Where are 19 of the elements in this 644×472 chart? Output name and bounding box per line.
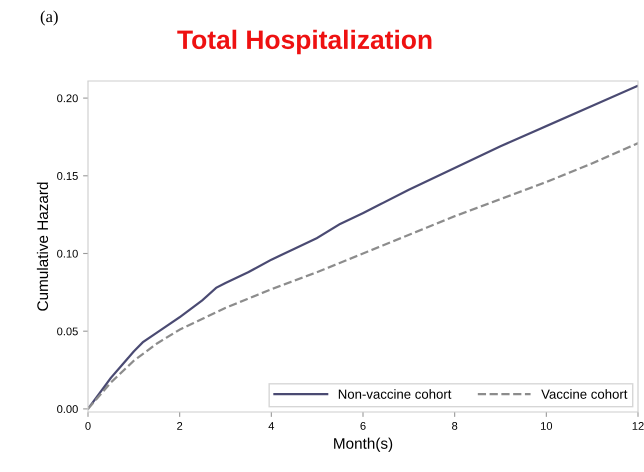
text: (a) [40,10,58,26]
x-axis-title: Month(s) [334,438,392,452]
legend-label: Vaccine cohort [541,389,628,399]
x-tick-label: 4 [268,422,274,430]
y-tick-label: 0.15 [57,172,78,180]
y-axis-title: Cumulative Hazard [36,182,48,311]
line-series [88,142,638,410]
x-tick-label: 6 [360,422,366,430]
chart-title: Total Hospitalization [177,30,432,54]
y-tick-label: 0.10 [57,250,78,258]
x-tick-label: 10 [541,422,552,430]
y-tick-label: 0.00 [57,405,78,414]
y-tick-label: 0.05 [57,327,78,336]
x-tick-label: 8 [452,422,458,430]
x-tick-label: 12 [632,422,644,430]
x-tick-label: 0 [85,422,91,430]
x-tick-label: 2 [177,422,182,430]
y-tick-label: 0.20 [57,94,78,102]
legend-label: Non-vaccine cohort [338,389,452,399]
